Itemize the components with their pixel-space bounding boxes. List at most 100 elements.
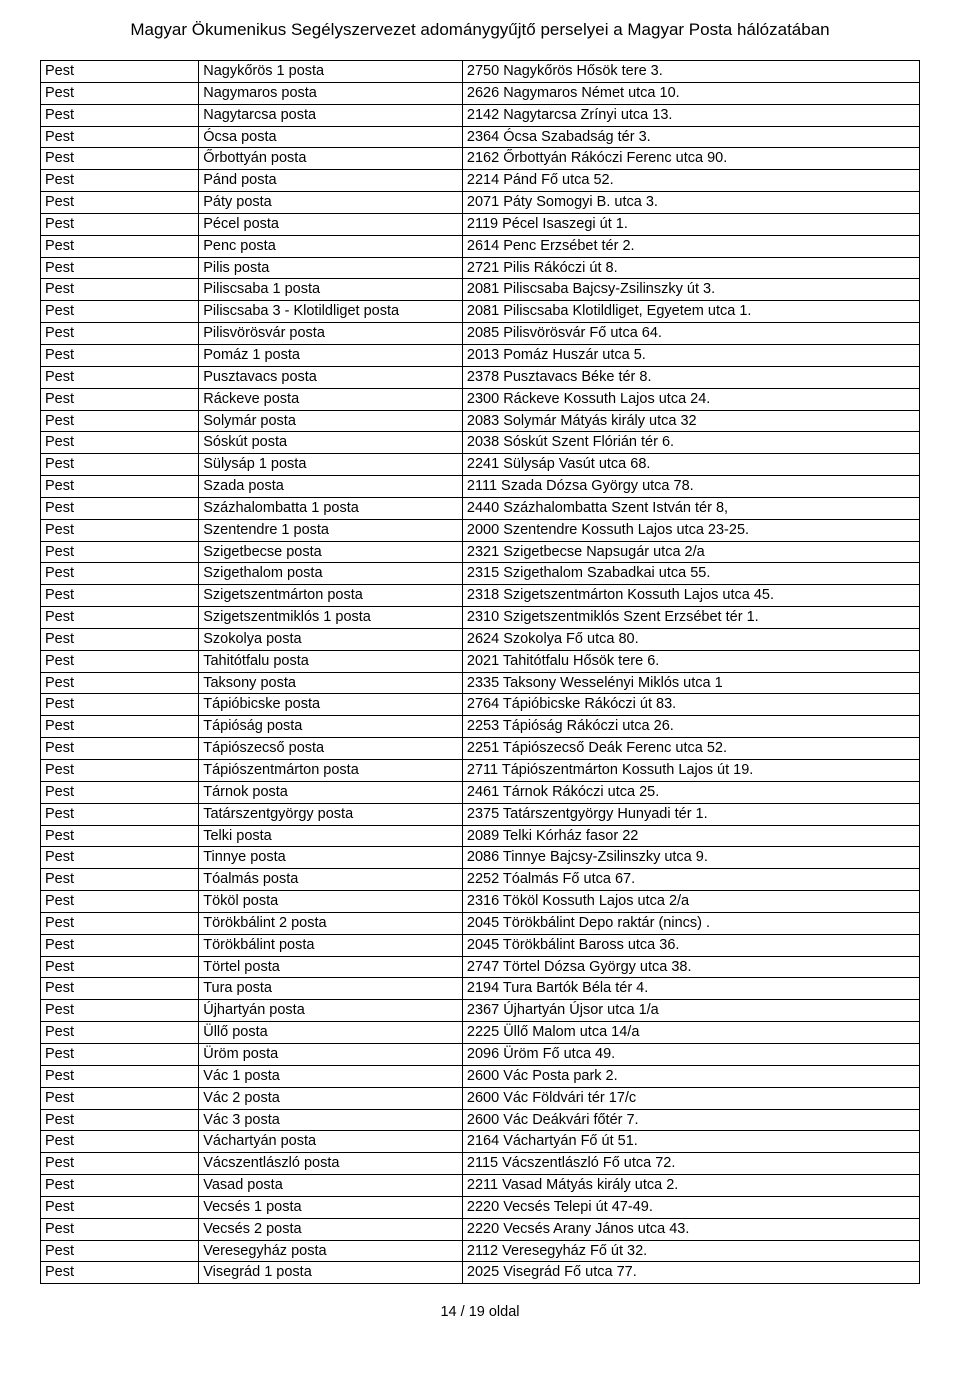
- table-row: PestPilis posta2721 Pilis Rákóczi út 8.: [41, 257, 920, 279]
- cell-county: Pest: [41, 323, 199, 345]
- table-row: PestVecsés 2 posta2220 Vecsés Arany Jáno…: [41, 1218, 920, 1240]
- cell-office: Újhartyán posta: [199, 1000, 463, 1022]
- table-row: PestPilisvörösvár posta2085 Pilisvörösvá…: [41, 323, 920, 345]
- cell-county: Pest: [41, 1043, 199, 1065]
- cell-office: Nagytarcsa posta: [199, 104, 463, 126]
- cell-address: 2119 Pécel Isaszegi út 1.: [462, 213, 919, 235]
- table-row: PestSzokolya posta2624 Szokolya Fő utca …: [41, 628, 920, 650]
- cell-county: Pest: [41, 344, 199, 366]
- cell-address: 2600 Vác Földvári tér 17/c: [462, 1087, 919, 1109]
- cell-address: 2315 Szigethalom Szabadkai utca 55.: [462, 563, 919, 585]
- cell-address: 2085 Pilisvörösvár Fő utca 64.: [462, 323, 919, 345]
- cell-county: Pest: [41, 672, 199, 694]
- table-row: PestNagykőrös 1 posta2750 Nagykőrös Hősö…: [41, 61, 920, 83]
- cell-county: Pest: [41, 1000, 199, 1022]
- table-row: PestRáckeve posta2300 Ráckeve Kossuth La…: [41, 388, 920, 410]
- cell-address: 2378 Pusztavacs Béke tér 8.: [462, 366, 919, 388]
- cell-office: Tatárszentgyörgy posta: [199, 803, 463, 825]
- cell-office: Tóalmás posta: [199, 869, 463, 891]
- cell-office: Szigetbecse posta: [199, 541, 463, 563]
- cell-office: Tököl posta: [199, 891, 463, 913]
- cell-address: 2083 Solymár Mátyás király utca 32: [462, 410, 919, 432]
- cell-county: Pest: [41, 847, 199, 869]
- table-row: PestPiliscsaba 3 - Klotildliget posta208…: [41, 301, 920, 323]
- table-row: PestTárnok posta2461 Tárnok Rákóczi utca…: [41, 781, 920, 803]
- cell-address: 2111 Szada Dózsa György utca 78.: [462, 476, 919, 498]
- table-row: PestSolymár posta2083 Solymár Mátyás kir…: [41, 410, 920, 432]
- cell-office: Pécel posta: [199, 213, 463, 235]
- cell-office: Veresegyház posta: [199, 1240, 463, 1262]
- data-table: PestNagykőrös 1 posta2750 Nagykőrös Hősö…: [40, 60, 920, 1284]
- table-row: PestPécel posta2119 Pécel Isaszegi út 1.: [41, 213, 920, 235]
- cell-address: 2096 Üröm Fő utca 49.: [462, 1043, 919, 1065]
- cell-office: Üllő posta: [199, 1022, 463, 1044]
- table-row: PestSzigetszentmiklós 1 posta2310 Sziget…: [41, 607, 920, 629]
- table-row: PestTaksony posta2335 Taksony Wesselényi…: [41, 672, 920, 694]
- cell-address: 2164 Váchartyán Fő út 51.: [462, 1131, 919, 1153]
- table-row: PestTörtel posta2747 Törtel Dózsa György…: [41, 956, 920, 978]
- cell-county: Pest: [41, 1240, 199, 1262]
- table-row: PestPiliscsaba 1 posta2081 Piliscsaba Ba…: [41, 279, 920, 301]
- cell-address: 2045 Törökbálint Baross utca 36.: [462, 934, 919, 956]
- cell-address: 2461 Tárnok Rákóczi utca 25.: [462, 781, 919, 803]
- cell-office: Szigetszentmárton posta: [199, 585, 463, 607]
- cell-office: Tápióbicske posta: [199, 694, 463, 716]
- cell-county: Pest: [41, 760, 199, 782]
- cell-county: Pest: [41, 1153, 199, 1175]
- cell-office: Vác 2 posta: [199, 1087, 463, 1109]
- table-row: PestTóalmás posta2252 Tóalmás Fő utca 67…: [41, 869, 920, 891]
- cell-county: Pest: [41, 694, 199, 716]
- cell-address: 2747 Törtel Dózsa György utca 38.: [462, 956, 919, 978]
- table-row: PestTápiószentmárton posta2711 Tápiószen…: [41, 760, 920, 782]
- table-row: PestTatárszentgyörgy posta2375 Tatárszen…: [41, 803, 920, 825]
- cell-county: Pest: [41, 432, 199, 454]
- cell-address: 2252 Tóalmás Fő utca 67.: [462, 869, 919, 891]
- cell-address: 2000 Szentendre Kossuth Lajos utca 23-25…: [462, 519, 919, 541]
- cell-office: Vác 3 posta: [199, 1109, 463, 1131]
- cell-address: 2600 Vác Deákvári főtér 7.: [462, 1109, 919, 1131]
- cell-office: Nagykőrös 1 posta: [199, 61, 463, 83]
- cell-office: Tápióság posta: [199, 716, 463, 738]
- cell-county: Pest: [41, 716, 199, 738]
- cell-county: Pest: [41, 781, 199, 803]
- cell-address: 2115 Vácszentlászló Fő utca 72.: [462, 1153, 919, 1175]
- cell-address: 2112 Veresegyház Fő út 32.: [462, 1240, 919, 1262]
- cell-county: Pest: [41, 628, 199, 650]
- table-row: PestNagytarcsa posta2142 Nagytarcsa Zrín…: [41, 104, 920, 126]
- table-row: PestVáchartyán posta2164 Váchartyán Fő ú…: [41, 1131, 920, 1153]
- cell-office: Vácszentlászló posta: [199, 1153, 463, 1175]
- cell-address: 2764 Tápióbicske Rákóczi út 83.: [462, 694, 919, 716]
- cell-county: Pest: [41, 607, 199, 629]
- cell-address: 2251 Tápiószecső Deák Ferenc utca 52.: [462, 738, 919, 760]
- cell-address: 2721 Pilis Rákóczi út 8.: [462, 257, 919, 279]
- cell-address: 2081 Piliscsaba Bajcsy-Zsilinszky út 3.: [462, 279, 919, 301]
- cell-address: 2025 Visegrád Fő utca 77.: [462, 1262, 919, 1284]
- cell-county: Pest: [41, 126, 199, 148]
- cell-address: 2614 Penc Erzsébet tér 2.: [462, 235, 919, 257]
- table-row: PestSzentendre 1 posta2000 Szentendre Ko…: [41, 519, 920, 541]
- cell-address: 2440 Százhalombatta Szent István tér 8,: [462, 497, 919, 519]
- cell-office: Solymár posta: [199, 410, 463, 432]
- cell-county: Pest: [41, 1131, 199, 1153]
- table-row: PestTelki posta2089 Telki Kórház fasor 2…: [41, 825, 920, 847]
- cell-county: Pest: [41, 61, 199, 83]
- cell-address: 2220 Vecsés Arany János utca 43.: [462, 1218, 919, 1240]
- cell-office: Pilisvörösvár posta: [199, 323, 463, 345]
- table-row: PestSzigetszentmárton posta2318 Szigetsz…: [41, 585, 920, 607]
- table-row: PestTököl posta2316 Tököl Kossuth Lajos …: [41, 891, 920, 913]
- table-row: PestPenc posta2614 Penc Erzsébet tér 2.: [41, 235, 920, 257]
- cell-county: Pest: [41, 650, 199, 672]
- table-row: PestTura posta2194 Tura Bartók Béla tér …: [41, 978, 920, 1000]
- cell-address: 2364 Ócsa Szabadság tér 3.: [462, 126, 919, 148]
- cell-office: Szigethalom posta: [199, 563, 463, 585]
- cell-office: Visegrád 1 posta: [199, 1262, 463, 1284]
- cell-office: Szokolya posta: [199, 628, 463, 650]
- table-row: PestVác 2 posta2600 Vác Földvári tér 17/…: [41, 1087, 920, 1109]
- cell-address: 2321 Szigetbecse Napsugár utca 2/a: [462, 541, 919, 563]
- cell-office: Tárnok posta: [199, 781, 463, 803]
- cell-address: 2214 Pánd Fő utca 52.: [462, 170, 919, 192]
- cell-county: Pest: [41, 1196, 199, 1218]
- table-row: PestSzigethalom posta2315 Szigethalom Sz…: [41, 563, 920, 585]
- cell-county: Pest: [41, 1022, 199, 1044]
- cell-county: Pest: [41, 585, 199, 607]
